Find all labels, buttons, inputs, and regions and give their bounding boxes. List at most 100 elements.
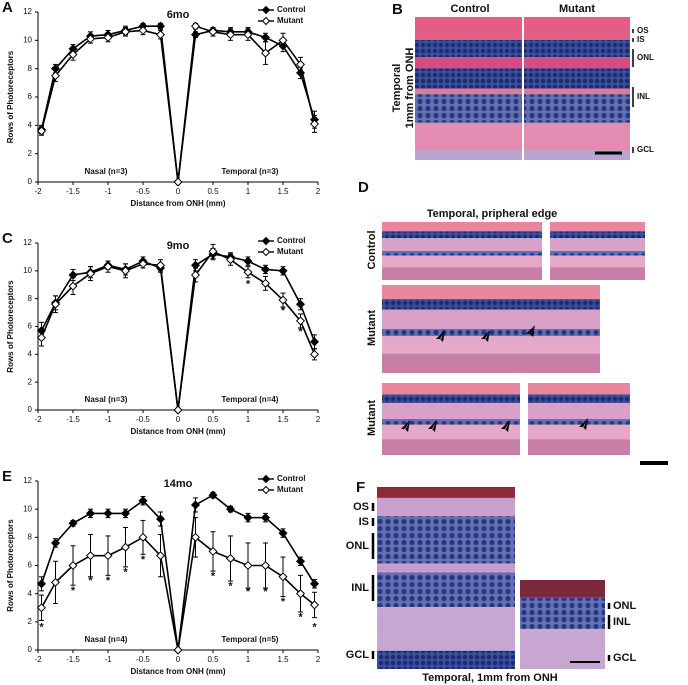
legend-marker xyxy=(261,5,271,15)
tissue-layer xyxy=(415,149,522,160)
marker xyxy=(190,270,201,280)
tissue-layer xyxy=(382,309,600,329)
y-tick-label: 6 xyxy=(28,322,33,331)
marker xyxy=(208,490,218,500)
panel-letter: E xyxy=(2,468,12,485)
series-line xyxy=(40,25,316,183)
tissue-layer xyxy=(550,231,645,239)
tissue-layer xyxy=(550,251,645,256)
layer-label: GCL xyxy=(637,145,654,154)
tissue-layer xyxy=(382,222,542,232)
marker xyxy=(208,27,218,37)
layer-label: GCL xyxy=(613,652,637,664)
legend-label: Mutant xyxy=(277,485,304,494)
x-tick-label: 0 xyxy=(176,655,181,664)
marker xyxy=(36,126,47,136)
column-label: Control xyxy=(450,3,489,15)
tissue-layer xyxy=(377,497,515,517)
tissue-layer xyxy=(415,94,522,123)
marker xyxy=(36,603,47,613)
y-tick-label: 0 xyxy=(28,405,33,414)
marker xyxy=(309,337,320,347)
tissue-layer xyxy=(520,580,605,598)
x-tick-label: -2 xyxy=(34,415,42,424)
y-tick-label: 2 xyxy=(28,377,33,386)
marker xyxy=(243,30,253,40)
marker xyxy=(295,59,306,69)
marker xyxy=(260,48,271,58)
tissue-layer xyxy=(382,403,520,419)
marker xyxy=(120,508,131,518)
x-tick-label: 1.5 xyxy=(277,415,289,424)
tissue-layer xyxy=(382,419,520,425)
x-tick-label: 0.5 xyxy=(207,655,219,664)
y-tick-label: 8 xyxy=(28,532,33,541)
tissue-layer xyxy=(382,353,600,373)
region-label: Nasal (n=3) xyxy=(85,167,128,176)
significance-marker: * xyxy=(228,581,233,593)
marker xyxy=(243,560,253,571)
x-tick-label: 1 xyxy=(246,187,251,196)
series-line xyxy=(40,494,316,651)
region-label: Temporal (n=5) xyxy=(222,635,279,644)
tissue-layer xyxy=(415,68,522,89)
y-tick-label: 8 xyxy=(28,64,33,73)
row-label: Mutant xyxy=(366,310,378,346)
panel-letter: A xyxy=(2,0,13,16)
tissue-layer xyxy=(382,329,600,337)
layer-label: OS xyxy=(637,26,649,35)
x-tick-label: 0 xyxy=(176,187,181,196)
legend-label: Control xyxy=(277,236,305,245)
marker xyxy=(103,508,113,518)
y-tick-label: 2 xyxy=(28,617,33,626)
marker xyxy=(36,579,47,589)
series-line xyxy=(40,535,316,651)
marker xyxy=(173,645,183,655)
tissue-layer xyxy=(524,68,630,89)
histology-image xyxy=(382,285,600,373)
significance-marker: * xyxy=(312,621,317,633)
x-tick-label: 1.5 xyxy=(277,655,289,664)
significance-marker: * xyxy=(71,585,76,597)
layer-label: ONL xyxy=(613,600,637,612)
tissue-layer xyxy=(382,285,600,300)
x-tick-label: -2 xyxy=(34,187,42,196)
y-tick-label: 6 xyxy=(28,92,33,101)
marker xyxy=(155,551,166,561)
significance-marker: * xyxy=(263,586,268,598)
panel-letter: C xyxy=(2,230,13,247)
significance-marker: * xyxy=(88,575,93,587)
marker xyxy=(120,542,131,552)
region-label: Temporal (n=4) xyxy=(222,395,279,404)
x-tick-label: 0.5 xyxy=(207,415,219,424)
tissue-layer xyxy=(524,39,630,58)
layer-label: IS xyxy=(359,516,369,528)
legend-marker xyxy=(261,485,271,495)
tissue-layer xyxy=(382,394,520,404)
tissue-layer xyxy=(382,255,542,268)
marker xyxy=(68,518,78,528)
series-line xyxy=(40,25,316,183)
marker xyxy=(278,572,288,582)
tissue-layer xyxy=(550,267,645,280)
y-tick-label: 4 xyxy=(28,589,33,598)
marker xyxy=(68,560,78,571)
marker xyxy=(50,299,61,309)
tissue-layer xyxy=(550,238,645,251)
significance-marker: * xyxy=(246,279,251,291)
tissue-layer xyxy=(382,299,600,310)
tissue-layer xyxy=(377,487,515,498)
tissue-layer xyxy=(382,238,542,251)
tissue-layer xyxy=(377,650,515,669)
y-tick-label: 0 xyxy=(28,645,33,654)
x-tick-label: 2 xyxy=(316,187,321,196)
legend-marker xyxy=(261,247,271,257)
panel-letter: F xyxy=(356,479,365,496)
caption: Temporal, 1mm from ONH xyxy=(422,672,558,684)
tissue-layer xyxy=(528,383,630,395)
marker xyxy=(155,21,166,31)
significance-marker: * xyxy=(281,596,286,608)
chart-title: 6mo xyxy=(167,9,190,21)
tissue-layer xyxy=(382,267,542,280)
